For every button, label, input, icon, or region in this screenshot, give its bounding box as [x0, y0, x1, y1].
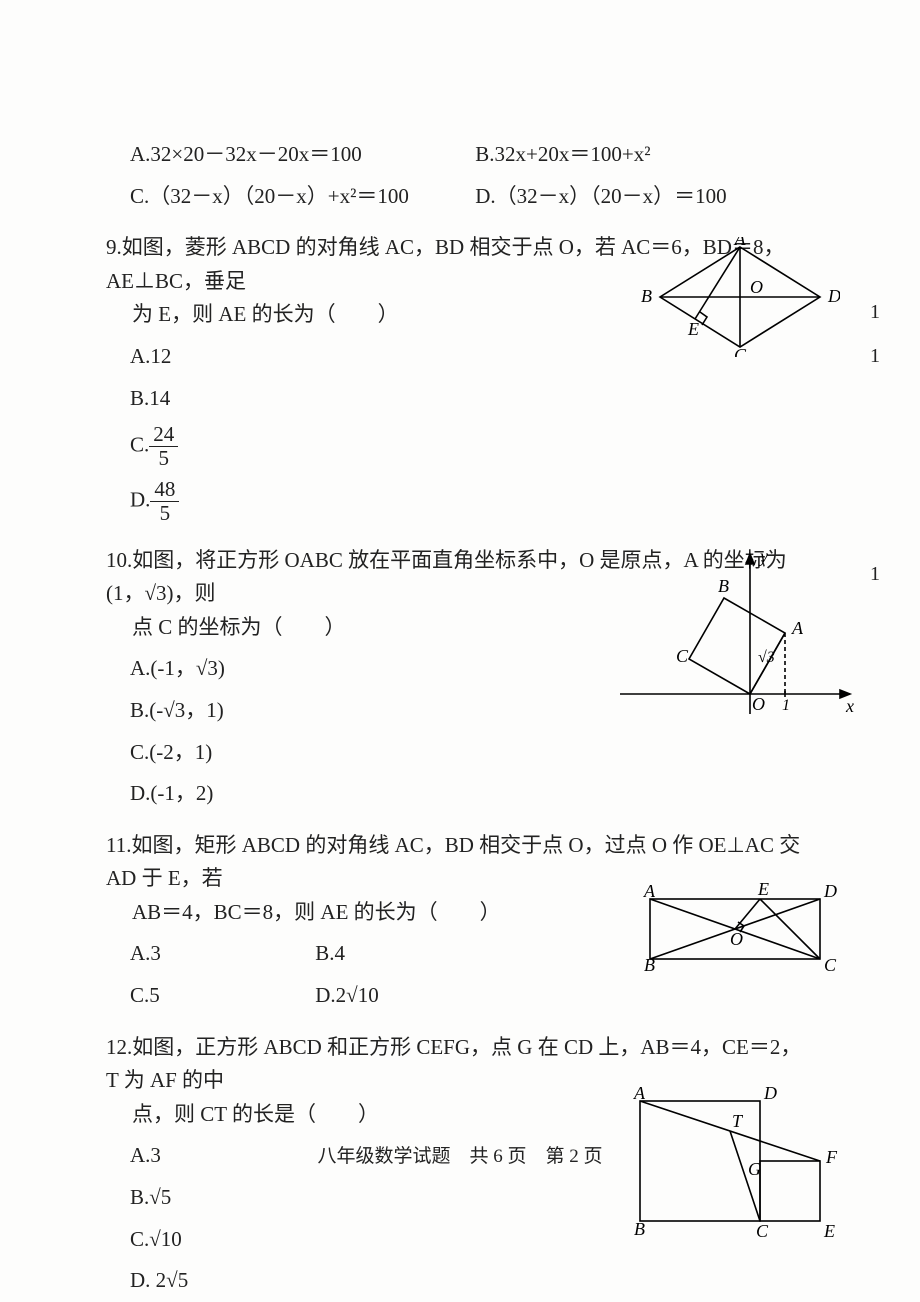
q9-figure: A B C D O E	[640, 237, 840, 357]
q9: 9.如图，菱形 ABCD 的对角线 AC，BD 相交于点 O，若 AC＝6，BD…	[110, 231, 810, 525]
q12-optD: D. 2√5	[130, 1264, 810, 1298]
q8-optB: B.32x+20x＝100+x²	[475, 138, 650, 172]
svg-text:T: T	[732, 1111, 744, 1131]
margin-note: 1	[870, 558, 880, 590]
q11-optB: B.4	[315, 937, 345, 971]
svg-text:B: B	[718, 576, 729, 596]
optC-num: 24	[149, 423, 178, 447]
svg-text:A: A	[633, 1083, 646, 1103]
optD-prefix: D.	[130, 488, 150, 512]
q11-optC: C.5	[130, 979, 310, 1013]
exam-page: 1 1 1 A.32×20－32x－20x＝100 B.32x+20x＝100+…	[0, 0, 920, 1302]
q8-optD: D.（32－x）（20－x）＝100	[475, 180, 726, 214]
svg-text:O: O	[752, 694, 765, 714]
svg-text:O: O	[730, 929, 743, 949]
q8-optC: C.（32－x）（20－x）+x²＝100	[130, 180, 470, 214]
svg-text:A: A	[734, 237, 747, 249]
svg-text:1: 1	[782, 697, 790, 714]
q10-optC: C.(-2，1)	[130, 736, 810, 770]
svg-text:A: A	[791, 618, 804, 638]
svg-text:A: A	[643, 881, 656, 901]
svg-text:B: B	[634, 1219, 645, 1239]
optD-den: 5	[150, 502, 179, 525]
q8-options: A.32×20－32x－20x＝100 B.32x+20x＝100+x² C.（…	[110, 138, 810, 213]
margin-note: 1	[870, 296, 880, 328]
margin-note: 1	[870, 340, 880, 372]
svg-text:x: x	[845, 696, 854, 716]
svg-text:D: D	[827, 286, 840, 306]
q9-optB: B.14	[130, 382, 810, 416]
q9-optD: D.485	[130, 478, 810, 525]
svg-text:E: E	[823, 1221, 835, 1241]
svg-text:C: C	[676, 646, 689, 666]
svg-text:C: C	[756, 1221, 769, 1241]
q8-optA: A.32×20－32x－20x＝100	[130, 138, 470, 172]
svg-text:D: D	[823, 881, 837, 901]
svg-text:B: B	[641, 286, 652, 306]
q9-optC: C.245	[130, 423, 810, 470]
q11: 11.如图，矩形 ABCD 的对角线 AC，BD 相交于点 O，过点 O 作 O…	[110, 829, 810, 1013]
svg-text:E: E	[757, 879, 769, 899]
svg-text:E: E	[687, 319, 699, 339]
q10-figure: O A B C x y 1 √3	[610, 544, 860, 724]
svg-text:B: B	[644, 955, 655, 975]
svg-text:√3: √3	[758, 649, 775, 666]
q11-optA: A.3	[130, 937, 310, 971]
svg-text:D: D	[763, 1083, 777, 1103]
page-footer: 八年级数学试题 共 6 页 第 2 页	[0, 1142, 920, 1172]
svg-text:y: y	[758, 546, 768, 566]
optD-num: 48	[150, 478, 179, 502]
q10-optD: D.(-1，2)	[130, 777, 810, 811]
optC-den: 5	[149, 447, 178, 470]
svg-text:C: C	[824, 955, 837, 975]
svg-text:O: O	[750, 277, 763, 297]
q11-figure: A D B C E O	[630, 879, 840, 979]
q11-optD: D.2√10	[315, 979, 378, 1013]
svg-text:C: C	[734, 345, 747, 357]
q10: 10.如图，将正方形 OABC 放在平面直角坐标系中，O 是原点，A 的坐标为(…	[110, 544, 810, 811]
optC-prefix: C.	[130, 433, 149, 457]
